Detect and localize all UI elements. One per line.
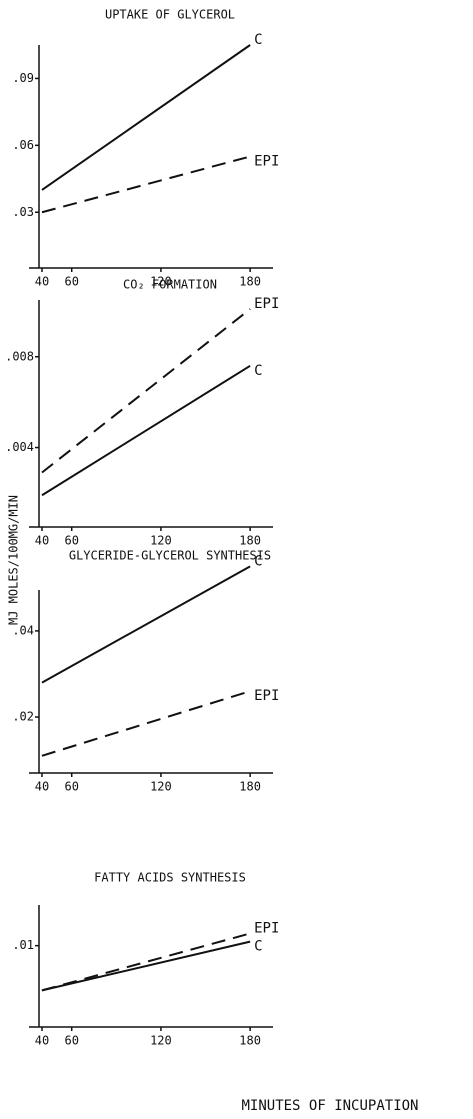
- series-label: C: [254, 363, 262, 379]
- y-tick-label: .06: [12, 138, 34, 152]
- x-tick-label: 60: [64, 1034, 78, 1048]
- x-tick-label: 60: [64, 780, 78, 794]
- x-tick-label: 40: [35, 275, 49, 289]
- series-label: EPI: [254, 688, 279, 704]
- series-label: C: [254, 553, 262, 569]
- x-tick-label: 40: [35, 534, 49, 548]
- chart-title: CO₂ FORMATION: [123, 278, 217, 292]
- y-tick-label: .01: [12, 938, 34, 952]
- y-tick-label: .008: [5, 349, 34, 363]
- y-axis-label: MJ MOLES/100MG/MIN: [7, 495, 21, 625]
- x-tick-label: 180: [239, 275, 261, 289]
- x-tick-label: 60: [64, 534, 78, 548]
- x-tick-label: 40: [35, 1034, 49, 1048]
- series-label: EPI: [254, 154, 279, 170]
- chart-title: UPTAKE OF GLYCEROL: [105, 8, 235, 22]
- y-tick-label: .03: [12, 205, 34, 219]
- series-line: [41, 940, 251, 992]
- y-tick-label: .004: [5, 440, 34, 454]
- x-tick-label: 40: [35, 780, 49, 794]
- y-tick-label: .09: [12, 71, 34, 85]
- series-line: [41, 364, 251, 497]
- series-line: [41, 308, 251, 474]
- chart-title: FATTY ACIDS SYNTHESIS: [94, 871, 246, 885]
- x-tick-label: 180: [239, 1034, 261, 1048]
- x-tick-label: 180: [239, 780, 261, 794]
- x-tick-label: 120: [150, 534, 172, 548]
- x-tick-label: 120: [150, 1034, 172, 1048]
- chart-title: GLYCERIDE-GLYCEROL SYNTHESIS: [69, 549, 271, 563]
- series-line: [41, 44, 251, 191]
- x-axis-label: MINUTES OF INCUPATION: [241, 1098, 418, 1114]
- x-tick-label: 120: [150, 275, 172, 289]
- series-line: [41, 155, 251, 214]
- series-line: [41, 565, 251, 684]
- series-line: [41, 932, 251, 992]
- series-label: C: [254, 32, 262, 48]
- x-tick-label: 180: [239, 534, 261, 548]
- y-tick-label: .02: [12, 710, 34, 724]
- y-tick-label: .04: [12, 623, 34, 637]
- series-label: EPI: [254, 920, 279, 936]
- x-tick-label: 60: [64, 275, 78, 289]
- series-label: EPI: [254, 296, 279, 312]
- x-tick-label: 120: [150, 780, 172, 794]
- series-label: C: [254, 939, 262, 955]
- series-line: [41, 690, 251, 757]
